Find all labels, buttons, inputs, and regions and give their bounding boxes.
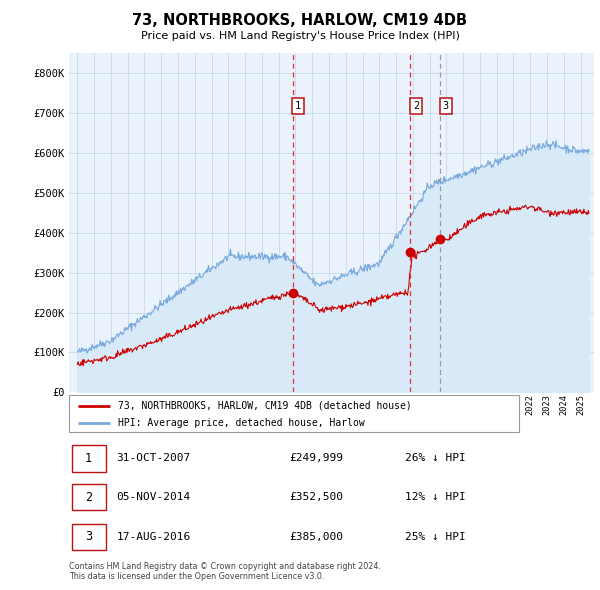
Text: 3: 3 xyxy=(443,101,449,111)
Bar xyxy=(71,484,106,510)
Bar xyxy=(71,445,106,471)
Text: £249,999: £249,999 xyxy=(290,453,343,463)
Text: 25% ↓ HPI: 25% ↓ HPI xyxy=(405,532,466,542)
Text: 73, NORTHBROOKS, HARLOW, CM19 4DB: 73, NORTHBROOKS, HARLOW, CM19 4DB xyxy=(133,13,467,28)
Bar xyxy=(71,524,106,550)
Text: Price paid vs. HM Land Registry's House Price Index (HPI): Price paid vs. HM Land Registry's House … xyxy=(140,31,460,41)
Text: 12% ↓ HPI: 12% ↓ HPI xyxy=(405,492,466,502)
Text: 2: 2 xyxy=(85,490,92,504)
Text: 17-AUG-2016: 17-AUG-2016 xyxy=(116,532,191,542)
Text: HPI: Average price, detached house, Harlow: HPI: Average price, detached house, Harl… xyxy=(119,418,365,428)
Text: £352,500: £352,500 xyxy=(290,492,343,502)
Text: 3: 3 xyxy=(85,530,92,543)
Text: 1: 1 xyxy=(85,452,92,465)
Text: 05-NOV-2014: 05-NOV-2014 xyxy=(116,492,191,502)
Text: 1: 1 xyxy=(295,101,301,111)
Text: 2: 2 xyxy=(413,101,419,111)
Text: Contains HM Land Registry data © Crown copyright and database right 2024.
This d: Contains HM Land Registry data © Crown c… xyxy=(69,562,381,581)
Text: £385,000: £385,000 xyxy=(290,532,343,542)
Text: 73, NORTHBROOKS, HARLOW, CM19 4DB (detached house): 73, NORTHBROOKS, HARLOW, CM19 4DB (detac… xyxy=(119,401,412,411)
Text: 31-OCT-2007: 31-OCT-2007 xyxy=(116,453,191,463)
Text: 26% ↓ HPI: 26% ↓ HPI xyxy=(405,453,466,463)
